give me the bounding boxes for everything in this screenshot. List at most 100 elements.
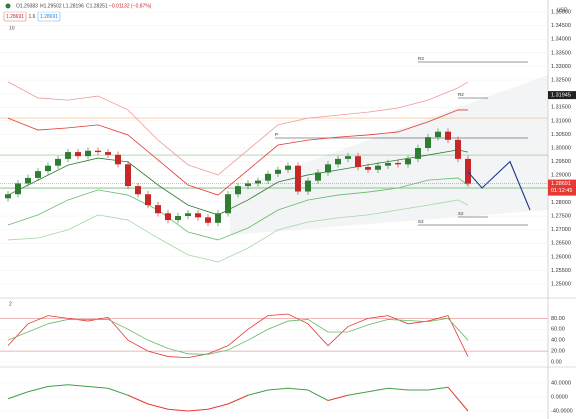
momentum-segment [27, 386, 49, 393]
candle-body [255, 180, 261, 184]
candle-body [355, 156, 361, 168]
candle-body [335, 158, 341, 165]
y-tick-label: 0.00 [551, 359, 562, 365]
oscillator-line [7, 313, 469, 359]
candle-body [285, 165, 291, 170]
candle-body [125, 164, 131, 187]
candle-body [135, 186, 141, 195]
y-tick-label: 60.00 [551, 327, 565, 333]
candle-body [155, 205, 161, 214]
pivot-label: R2 [458, 92, 464, 97]
candle-body [245, 183, 251, 187]
candle-body [45, 165, 51, 172]
band-line [7, 199, 469, 263]
candle-body [185, 213, 191, 217]
momentum-segment [127, 394, 149, 405]
candle-body [25, 177, 31, 184]
momentum-segment [67, 384, 89, 388]
last-price-label: 1.28691 [551, 181, 571, 187]
candle-body [325, 164, 331, 173]
y-tick-label: 1.26000 [551, 254, 571, 260]
y-tick-label: 1.30500 [551, 132, 571, 138]
candle-body [345, 156, 351, 159]
candle-body [315, 172, 321, 181]
y-tick-label: 1.28000 [551, 200, 571, 206]
candle-body [205, 217, 211, 223]
candle-body [15, 183, 21, 195]
candle-body [195, 213, 201, 218]
momentum-segment [347, 391, 369, 396]
momentum-segment [187, 408, 209, 412]
y-tick-label: 1.29000 [551, 173, 571, 179]
indicators-toggle[interactable]: 10 [9, 25, 15, 31]
y-tick-label: -40.0000 [551, 408, 573, 414]
momentum-segment [167, 408, 189, 412]
candle-body [85, 150, 91, 157]
band-line [7, 177, 469, 241]
y-tick-label: 80.00 [551, 316, 565, 322]
ohlc-low: L1.28196 [63, 3, 84, 9]
momentum-segment [287, 387, 309, 391]
y-tick-label: 1.33500 [551, 50, 571, 56]
y-tick-label: 1.27500 [551, 213, 571, 219]
y-tick-label: 1.29500 [551, 159, 571, 165]
candle-body [425, 137, 431, 149]
ohlc-open: O1.29383 [16, 3, 38, 9]
momentum-segment [427, 386, 449, 391]
momentum-segment [107, 387, 129, 396]
candle-body [445, 131, 451, 140]
band-line [7, 81, 469, 176]
candle-body [215, 213, 221, 223]
momentum-segment [247, 389, 269, 396]
candle-body [385, 162, 391, 166]
y-tick-label: 1.33000 [551, 64, 571, 70]
momentum-segment [87, 386, 109, 389]
pane-label: 2 [9, 301, 12, 307]
candle-body [275, 169, 281, 174]
y-tick-label: 1.30000 [551, 145, 571, 151]
y-tick-label: 1.25500 [551, 268, 571, 274]
currency-label: USD [557, 7, 568, 13]
candle-body [5, 194, 11, 199]
candle-body [375, 165, 381, 170]
candle-body [405, 158, 411, 165]
projection-line [467, 160, 531, 211]
candle-body [105, 152, 111, 155]
candle-body [305, 180, 311, 192]
oscillator-line [7, 317, 469, 355]
y-tick-label: 1.27000 [551, 227, 571, 233]
pivot-label: S3 [418, 219, 424, 224]
y-tick-label: 40.0000 [551, 380, 571, 386]
momentum-segment [307, 389, 329, 401]
candle-body [365, 167, 371, 170]
pivot-label: S2 [458, 211, 464, 216]
y-tick-label: 1.34000 [551, 37, 571, 43]
candle-body [395, 162, 401, 165]
y-tick-label: 1.25000 [551, 281, 571, 287]
candle-body [75, 152, 81, 157]
sell-price[interactable]: 1.28691 [6, 14, 24, 20]
candle-body [55, 158, 61, 166]
momentum-segment [327, 394, 349, 401]
buy-price[interactable]: 1.28691 [40, 14, 58, 20]
candle-body [145, 194, 151, 206]
header: O1.29383 H1.29502 L1.28196 C1.28251 −0.0… [3, 3, 568, 307]
candle-body [235, 186, 241, 195]
candle-body [65, 152, 71, 159]
candle-body [455, 139, 461, 159]
candle-body [435, 131, 441, 138]
candle-body [165, 213, 171, 221]
momentum-segment [387, 387, 409, 391]
candle-body [265, 173, 271, 181]
momentum-segment [227, 394, 249, 405]
momentum-segment [447, 386, 469, 412]
countdown: 01:12:45 [551, 188, 572, 194]
candle-body [225, 194, 231, 214]
level-tag [548, 91, 576, 100]
y-tick-label: 0.0000 [551, 394, 568, 400]
ohlc-high: H1.29502 [40, 3, 62, 9]
ohlc-close: C1.28251 [86, 3, 108, 9]
last-price-tag [548, 179, 576, 196]
momentum-segment [47, 384, 69, 388]
y-tick-label: 1.31500 [551, 105, 571, 111]
